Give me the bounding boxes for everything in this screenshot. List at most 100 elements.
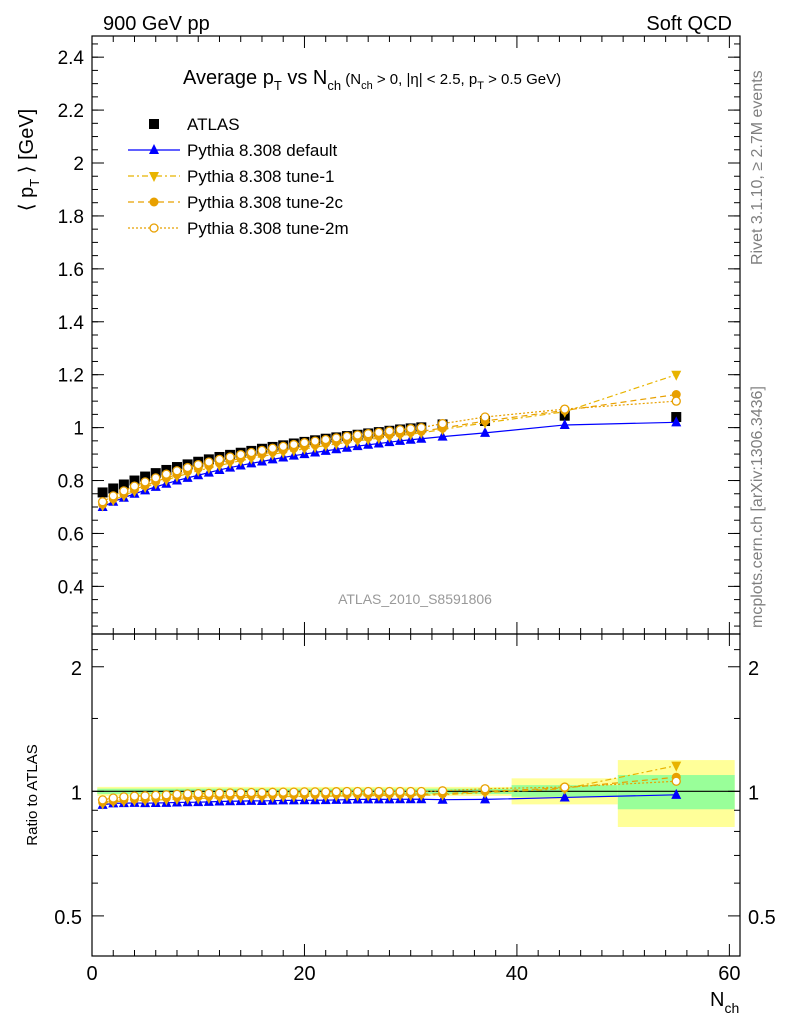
- series-0-point: [140, 471, 151, 482]
- series-4-ratio-point: [331, 787, 341, 797]
- main-y-tick-label: 1.2: [58, 366, 84, 387]
- legend-marker-1: [149, 144, 159, 154]
- series-4-point: [236, 449, 246, 460]
- main-y-axis-label: ⟨ pT ⟩ [GeV]: [16, 109, 42, 212]
- series-4-ratio-point: [671, 776, 681, 786]
- series-4-ratio-point: [310, 787, 320, 797]
- series-4-point: [257, 445, 267, 456]
- series-4-point: [267, 443, 278, 453]
- series-4-ratio-point: [236, 788, 246, 798]
- series-4-ratio-point: [342, 786, 352, 797]
- main-y-tick-label: 2: [73, 154, 84, 175]
- series-4-point: [406, 424, 416, 434]
- series-4-ratio-point: [384, 786, 395, 797]
- axis-ticks: 0.4 0.6 0.8 1 1.2 1.4 1.6 1.8 2 2.2 2.4 0 20 40 60 0.5 1…: [54, 36, 776, 985]
- series-4-ratio-point: [560, 782, 570, 792]
- series-4-ratio-point: [363, 786, 373, 797]
- ratio-panel-frame: [91, 633, 741, 957]
- legend-label-3: Pythia 8.308 tune-2c: [187, 193, 343, 212]
- series-2-point: [671, 370, 682, 381]
- mcplots-label: mcplots.cern.ch [arXiv:1306.3436]: [749, 386, 766, 628]
- series-4-ratio-point: [352, 786, 363, 797]
- series-4-point: [97, 497, 108, 507]
- series-4-point: [225, 452, 235, 462]
- process-label: Soft QCD: [646, 13, 732, 35]
- series-4-ratio-point: [129, 791, 140, 801]
- series-4-ratio-point: [480, 784, 490, 794]
- series-4-ratio-point: [225, 788, 235, 798]
- series-1-point: [671, 416, 682, 427]
- series-4-ratio-point: [161, 790, 172, 800]
- rivet-label: Rivet 3.1.10, ≥ 2.7M events: [749, 70, 766, 265]
- series-2-ratio-point: [671, 761, 682, 772]
- legend-label-2: Pythia 8.308 tune-1: [187, 167, 334, 186]
- series-0-point: [108, 483, 119, 494]
- series-4-ratio-point: [151, 790, 161, 800]
- series-0-point: [97, 487, 108, 498]
- series-4-ratio-point: [119, 792, 129, 802]
- energy-label: 900 GeV pp: [103, 13, 210, 35]
- series-4-point: [352, 430, 363, 440]
- x-tick-label: 60: [718, 963, 740, 985]
- legend-marker-3: [149, 197, 159, 207]
- ratio-y-axis-label: Ratio to ATLAS: [24, 744, 41, 845]
- analysis-watermark: ATLAS_2010_S8591806: [338, 591, 492, 607]
- series-4-point: [289, 439, 299, 450]
- ratio-series: [97, 761, 682, 810]
- series-4-ratio-point: [204, 788, 214, 799]
- series-1-point: [480, 426, 491, 437]
- series-4-ratio-point: [172, 789, 182, 799]
- series-4-ratio-point: [406, 786, 416, 797]
- series-4-point: [140, 477, 150, 487]
- legend-label-0: ATLAS: [187, 115, 240, 134]
- series-3-point: [671, 390, 681, 400]
- ratio-y-tick-label-right: 2: [748, 658, 759, 680]
- series-0-point: [118, 479, 129, 490]
- series-4-ratio-point: [214, 788, 225, 798]
- series-4-point: [395, 425, 405, 435]
- main-y-tick-label: 2.2: [58, 101, 84, 122]
- ratio-y-tick-label-right: 1: [748, 782, 759, 804]
- main-y-tick-label: 0.4: [58, 577, 85, 598]
- series-4-point: [172, 466, 182, 476]
- main-y-tick-label: 1: [73, 419, 84, 440]
- legend-marker-4: [149, 223, 159, 233]
- series-4-point: [363, 429, 373, 439]
- legend-label-1: Pythia 8.308 default: [187, 141, 338, 160]
- series-4-point: [384, 426, 395, 436]
- series-4-point: [129, 481, 140, 491]
- ratio-y-tick-label-left: 2: [71, 658, 82, 680]
- series-4-point: [246, 447, 256, 458]
- series-4-ratio-point: [437, 786, 448, 796]
- main-y-tick-label: 0.8: [58, 472, 84, 493]
- series-1-point: [437, 430, 448, 441]
- series-4-point: [214, 454, 225, 465]
- series-4-point: [161, 469, 172, 479]
- x-tick-label: 20: [293, 963, 315, 985]
- legend-marker-0: [149, 119, 159, 129]
- series-0-point: [150, 468, 161, 479]
- series-4-point: [331, 433, 341, 443]
- ratio-y-tick-label-right: 0.5: [748, 907, 776, 929]
- ratio-y-tick-label-left: 0.5: [54, 907, 82, 929]
- series-1-ratio-point: [559, 791, 570, 802]
- main-y-tick-label: 1.6: [58, 260, 84, 281]
- main-y-tick-label: 0.6: [58, 524, 84, 545]
- series-4-line: [102, 400, 677, 503]
- series-4-ratio-point: [246, 787, 256, 798]
- series-4-ratio-point: [416, 786, 426, 797]
- series-4-ratio-point: [278, 787, 288, 797]
- series-4-point: [299, 438, 310, 448]
- series-0-point: [129, 475, 140, 486]
- series-4-ratio-point: [395, 786, 405, 797]
- series-4-point: [560, 404, 570, 414]
- series-3-line: [102, 393, 677, 505]
- series-4-point: [321, 434, 331, 445]
- series-4-ratio-point: [299, 787, 310, 797]
- main-y-tick-label: 2.4: [58, 48, 85, 69]
- series-4-point: [151, 473, 161, 483]
- series-4-point: [119, 486, 129, 496]
- series-1-ratio-point: [671, 788, 682, 799]
- x-tick-label: 0: [86, 963, 97, 985]
